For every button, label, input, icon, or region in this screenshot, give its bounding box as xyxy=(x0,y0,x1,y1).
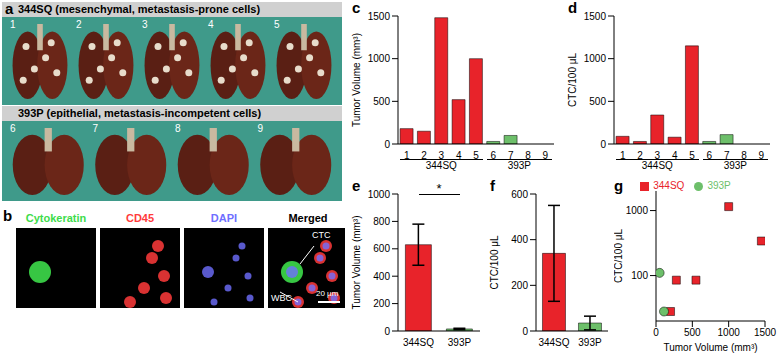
html-text:20 µm: 20 µm xyxy=(316,289,339,298)
svg-text:7: 7 xyxy=(507,150,514,162)
svg-text:0: 0 xyxy=(522,326,528,337)
svg-text:8: 8 xyxy=(741,150,747,162)
html-text:a: a xyxy=(5,0,14,17)
svg-text:7: 7 xyxy=(723,150,730,162)
html-text:344SQ: 344SQ xyxy=(425,160,457,171)
svg-text:1000: 1000 xyxy=(584,53,607,64)
svg-text:3: 3 xyxy=(438,150,445,162)
html-text:2: 2 xyxy=(76,19,82,30)
svg-text:1000: 1000 xyxy=(368,189,391,200)
svg-text:Tumor Volume (mm³): Tumor Volume (mm³) xyxy=(351,215,362,309)
svg-text:344SQ: 344SQ xyxy=(403,337,434,348)
svg-text:0: 0 xyxy=(600,139,606,150)
html-text:Merged: Merged xyxy=(288,212,328,224)
html-text:CTC: CTC xyxy=(312,230,331,240)
svg-text:1: 1 xyxy=(619,150,626,162)
svg-text:500: 500 xyxy=(684,327,701,338)
svg-text:Tumor Volume (mm³): Tumor Volume (mm³) xyxy=(663,342,757,353)
html-text:393P: 393P xyxy=(507,160,531,171)
svg-text:6: 6 xyxy=(706,150,713,162)
svg-text:393P: 393P xyxy=(578,337,602,348)
svg-text:2: 2 xyxy=(421,150,427,162)
html-text:9: 9 xyxy=(257,123,264,134)
svg-text:1: 1 xyxy=(403,150,410,162)
html-text:1: 1 xyxy=(10,19,16,30)
svg-text:CTC/100 μL: CTC/100 μL xyxy=(614,229,624,284)
svg-text:400: 400 xyxy=(511,234,528,245)
html-text:WBC: WBC xyxy=(271,293,292,303)
html-text:c: c xyxy=(352,0,361,16)
html-text:d: d xyxy=(568,0,578,16)
html-text:344SQ (mesenchymal, metastasis: 344SQ (mesenchymal, metastasis-prone cel… xyxy=(18,3,261,15)
svg-text:344SQ: 344SQ xyxy=(538,337,569,348)
svg-text:CTC/100 μL: CTC/100 μL xyxy=(489,235,500,290)
svg-text:CTC/100 μL: CTC/100 μL xyxy=(567,53,578,108)
svg-text:400: 400 xyxy=(373,271,390,282)
svg-text:800: 800 xyxy=(373,216,390,227)
html-text:393P (epithelial, metastasis-i: 393P (epithelial, metastasis-incompetent… xyxy=(18,107,262,119)
html-text:393P: 393P xyxy=(723,160,747,171)
svg-text:8: 8 xyxy=(525,150,531,162)
svg-text:Tumor Volume (mm³): Tumor Volume (mm³) xyxy=(351,33,362,127)
html-text:5: 5 xyxy=(274,19,280,30)
svg-text:1500: 1500 xyxy=(584,11,607,22)
svg-text:0: 0 xyxy=(384,326,390,337)
svg-text:500: 500 xyxy=(373,96,390,107)
svg-text:600: 600 xyxy=(373,243,390,254)
svg-text:393P: 393P xyxy=(448,337,472,348)
html-text:3: 3 xyxy=(142,19,148,30)
svg-text:1500: 1500 xyxy=(754,327,777,338)
svg-text:500: 500 xyxy=(589,96,606,107)
svg-text:0: 0 xyxy=(384,139,390,150)
svg-text:1000: 1000 xyxy=(718,327,741,338)
html-text:393P: 393P xyxy=(707,180,731,191)
svg-text:200: 200 xyxy=(373,298,390,309)
html-text:CD45: CD45 xyxy=(125,212,155,224)
html-text:DAPI: DAPI xyxy=(210,212,238,224)
html-text:7: 7 xyxy=(92,123,99,134)
html-text:b: b xyxy=(3,207,13,224)
svg-text:1000: 1000 xyxy=(626,205,649,216)
svg-text:1500: 1500 xyxy=(368,11,391,22)
html-text:Cytokeratin: Cytokeratin xyxy=(25,212,87,224)
html-text:4: 4 xyxy=(208,19,214,30)
svg-text:0: 0 xyxy=(653,327,659,338)
html-text:6: 6 xyxy=(10,123,16,134)
svg-text:600: 600 xyxy=(511,189,528,200)
svg-text:1000: 1000 xyxy=(368,53,391,64)
svg-text:5: 5 xyxy=(689,150,695,162)
svg-text:4: 4 xyxy=(671,150,678,162)
html-text:344SQ: 344SQ xyxy=(641,160,673,171)
svg-text:100: 100 xyxy=(631,270,648,281)
svg-text:9: 9 xyxy=(758,150,765,162)
svg-text:3: 3 xyxy=(654,150,661,162)
svg-text:6: 6 xyxy=(490,150,497,162)
html-text:f: f xyxy=(490,177,495,194)
html-text:344SQ: 344SQ xyxy=(653,180,685,191)
svg-text:9: 9 xyxy=(542,150,549,162)
svg-text:2: 2 xyxy=(637,150,643,162)
svg-text:200: 200 xyxy=(511,280,528,291)
svg-text:4: 4 xyxy=(455,150,462,162)
html-text:8: 8 xyxy=(175,123,181,134)
html-text:g: g xyxy=(614,177,624,194)
svg-text:5: 5 xyxy=(473,150,479,162)
html-text:e: e xyxy=(352,177,361,194)
